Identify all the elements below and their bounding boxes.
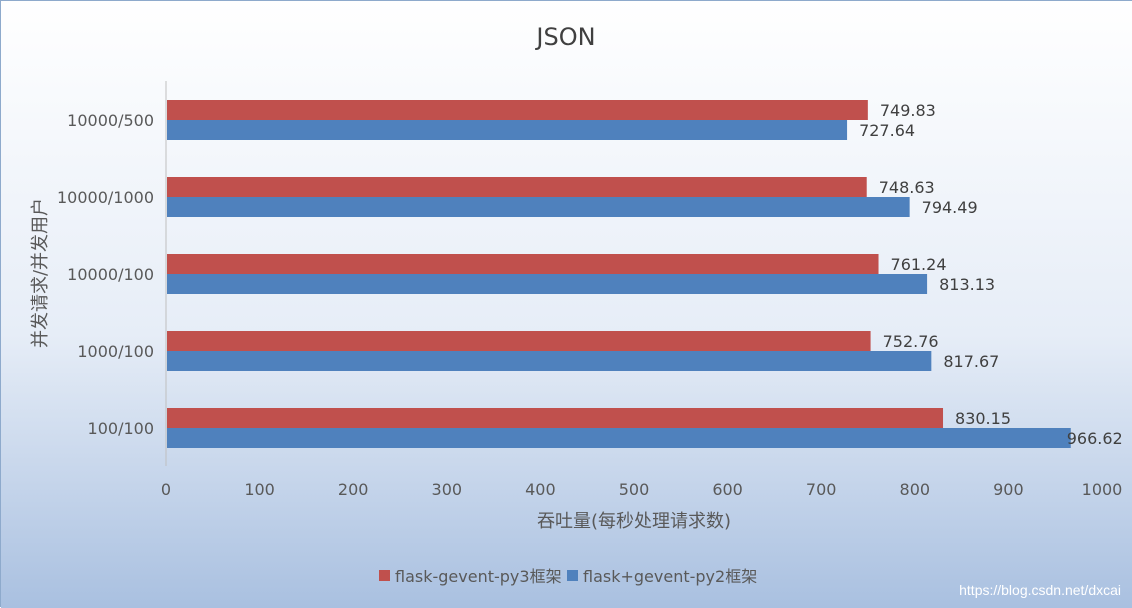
bar-series-2 (167, 120, 848, 140)
bar-series-1 (167, 408, 944, 428)
data-label: 813.13 (939, 275, 995, 294)
bar-series-2 (167, 274, 928, 294)
x-axis-title: 吞吐量(每秒处理请求数) (537, 511, 731, 532)
data-label: 830.15 (955, 409, 1011, 428)
x-tick-label: 600 (712, 480, 743, 499)
category-label: 10000/1000 (57, 188, 154, 207)
x-tick-label: 300 (432, 480, 463, 499)
bar-series-2 (167, 197, 910, 217)
x-tick-label: 900 (993, 480, 1024, 499)
category-label: 10000/500 (67, 111, 154, 130)
data-label: 749.83 (880, 101, 936, 120)
bar-series-2 (167, 428, 1071, 448)
x-tick-label: 100 (244, 480, 275, 499)
legend-label: flask+gevent-py2框架 (583, 567, 757, 586)
legend-swatch (567, 570, 578, 581)
category-label: 100/100 (88, 419, 154, 438)
x-tick-label: 400 (525, 480, 556, 499)
data-label: 752.76 (883, 332, 939, 351)
data-label: 761.24 (891, 255, 947, 274)
data-label: 817.67 (943, 352, 999, 371)
x-tick-label: 700 (806, 480, 837, 499)
legend: flask-gevent-py3框架 flask+gevent-py2框架 (379, 567, 757, 586)
category-labels: 10000/500 10000/1000 10000/100 1000/100 100/… (57, 111, 154, 438)
bar-series-1 (167, 100, 868, 120)
watermark-text: https://blog.csdn.net/dxcai (959, 582, 1121, 598)
legend-label: flask-gevent-py3框架 (395, 567, 562, 586)
data-label: 966.62 (1067, 429, 1123, 448)
category-label: 1000/100 (77, 342, 154, 361)
x-tick-label: 200 (338, 480, 369, 499)
category-label: 10000/100 (67, 265, 154, 284)
bar-series-1 (167, 177, 867, 197)
x-tick-label: 500 (619, 480, 650, 499)
bar-series-2 (167, 351, 932, 371)
x-tick-label: 1000 (1082, 480, 1123, 499)
data-label: 794.49 (922, 198, 978, 217)
data-label: 727.64 (859, 121, 915, 140)
legend-swatch (379, 570, 390, 581)
x-tick-label: 0 (161, 480, 171, 499)
y-axis-title: 并发请求/并发用户 (30, 198, 51, 348)
data-label: 748.63 (879, 178, 935, 197)
x-tick-labels: 0 100 200 300 400 500 600 700 800 900 1000 (161, 480, 1122, 499)
x-tick-label: 800 (900, 480, 931, 499)
bar-series-1 (167, 254, 879, 274)
bar-series-1 (167, 331, 871, 351)
chart-title: JSON (534, 23, 595, 51)
